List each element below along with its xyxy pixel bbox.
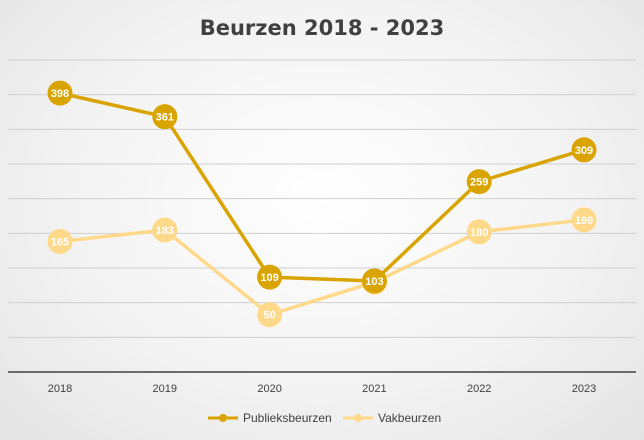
- data-label: 259: [470, 177, 488, 189]
- x-tick-label: 2023: [572, 383, 596, 395]
- legend-item[interactable]: Publieksbeurzen: [208, 411, 332, 425]
- data-label: 398: [51, 88, 69, 100]
- chart-title: Beurzen 2018 - 2023: [200, 16, 445, 40]
- series-line: [59, 218, 585, 317]
- data-label: 183: [156, 225, 174, 237]
- x-axis: 2018 2019 2020 2021 2022 2023: [8, 371, 636, 395]
- data-label: 361: [156, 112, 174, 124]
- legend-marker: [354, 414, 362, 422]
- data-point: [47, 80, 73, 106]
- data-label: 165: [51, 236, 69, 248]
- data-point: [152, 104, 178, 130]
- x-tick-label: 2019: [153, 383, 177, 395]
- x-tick-label: 2020: [257, 383, 281, 395]
- data-label: 103: [365, 276, 383, 288]
- legend-marker: [219, 414, 227, 422]
- x-tick-label: 2018: [48, 383, 72, 395]
- series-line: [59, 91, 585, 283]
- data-point: [466, 169, 492, 195]
- data-label: 109: [260, 272, 278, 284]
- data-label: 50: [263, 310, 275, 322]
- x-tick-label: 2022: [467, 383, 491, 395]
- data-point: [257, 264, 283, 290]
- legend-label: Vakbeurzen: [378, 411, 441, 425]
- data-point: [361, 268, 387, 294]
- data-point: [571, 207, 597, 233]
- data-point: [257, 302, 283, 328]
- data-label: 180: [470, 227, 488, 239]
- data-labels: 16518350101180199398361109103259309: [47, 80, 597, 328]
- gridlines: [8, 59, 636, 338]
- x-tick-label: 2021: [362, 383, 386, 395]
- data-label: 309: [575, 145, 593, 157]
- legend[interactable]: Publieksbeurzen Vakbeurzen: [208, 411, 441, 425]
- legend-item[interactable]: Vakbeurzen: [343, 411, 441, 425]
- data-point: [47, 228, 73, 254]
- series-lines: [59, 91, 585, 317]
- data-point: [152, 217, 178, 243]
- data-label: 199: [575, 215, 593, 227]
- data-point: [466, 219, 492, 245]
- legend-label: Publieksbeurzen: [243, 411, 332, 425]
- data-point: [571, 137, 597, 163]
